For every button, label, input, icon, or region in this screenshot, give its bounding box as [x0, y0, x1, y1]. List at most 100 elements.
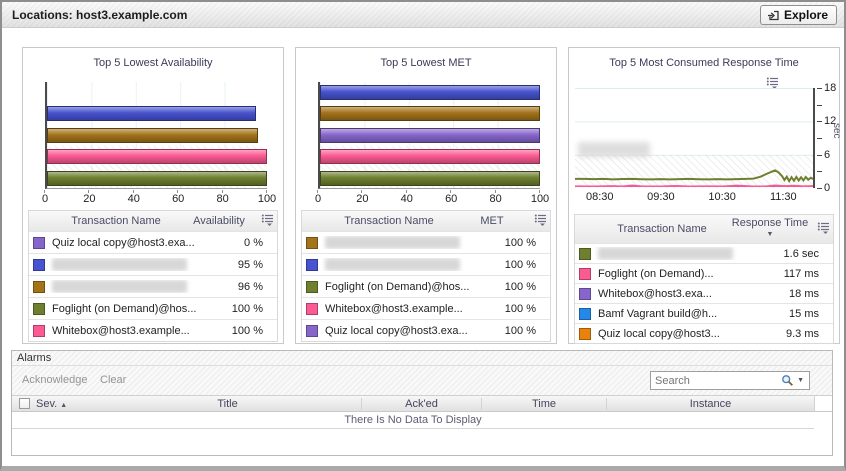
acked-column-header[interactable]: Ack'ed	[361, 397, 481, 410]
title-column-header[interactable]: Title	[217, 397, 238, 410]
redacted-text-blur	[52, 258, 188, 271]
chart-customizer-icon[interactable]	[766, 76, 779, 94]
table-row[interactable]: Quiz local copy@host3.exa... 0 %	[29, 231, 277, 253]
table-header-row: Transaction Name Response Time ▼	[575, 215, 833, 243]
bar[interactable]	[47, 127, 259, 143]
met-table: Transaction Name MET 100 % 100 % Foglight …	[301, 210, 551, 342]
table-customizer-icon[interactable]	[817, 222, 833, 237]
acknowledge-button[interactable]: Acknowledge	[22, 374, 88, 386]
x-axis-tick-label: 20	[356, 193, 369, 205]
response-time-header[interactable]: Response Time ▼	[729, 218, 817, 240]
table-row[interactable]: Whitebox@host3.example... 100 %	[29, 319, 277, 341]
table-row[interactable]: 95 %	[29, 253, 277, 275]
transaction-name-header[interactable]: Transaction Name	[344, 215, 434, 227]
table-row[interactable]: Foglight (on Demand)@hos... 100 %	[29, 297, 277, 319]
response-time-line-chart	[575, 88, 815, 188]
line-series[interactable]	[575, 88, 813, 188]
table-row[interactable]: Whitebox@host3.exa... 18 ms	[575, 283, 833, 303]
search-input[interactable]	[651, 374, 782, 387]
bar[interactable]	[320, 106, 540, 122]
met-header[interactable]: MET	[480, 215, 504, 227]
series-color-swatch	[579, 307, 591, 320]
bar[interactable]	[320, 170, 540, 186]
transaction-name-header[interactable]: Transaction Name	[617, 223, 707, 235]
table-row[interactable]: Quiz local copy@host3... 9.3 ms	[575, 323, 833, 343]
x-axis-tick-label: 11:30	[769, 191, 797, 203]
series-color-swatch	[306, 280, 318, 293]
y-axis-tick	[817, 88, 822, 89]
table-header-row: Transaction Name MET	[302, 211, 550, 231]
value-cell: 0 %	[244, 236, 263, 249]
bar[interactable]	[320, 85, 540, 100]
table-row[interactable]: Foglight (on Demand)... 117 ms	[575, 263, 833, 283]
panel-lowest-availability: Top 5 Lowest Availability 0 20 40 60 80 100 T…	[22, 47, 284, 344]
table-row[interactable]: Foglight (on Demand)@hos... 100 %	[302, 275, 550, 297]
transaction-name-cell: Quiz local copy@host3.exa...	[325, 324, 468, 337]
severity-column-header[interactable]: Sev. ▲	[36, 398, 94, 410]
search-options-caret-icon[interactable]: ▼	[797, 377, 804, 384]
met-bar-chart	[318, 82, 540, 189]
series-color-swatch	[33, 236, 45, 249]
value-cell: 9.3 ms	[785, 327, 819, 340]
panel-title: Top 5 Lowest Availability	[93, 57, 213, 69]
value-cell: 100 %	[504, 258, 536, 271]
x-axis-tick-label: 10:30	[708, 191, 736, 203]
redacted-line-blur	[578, 142, 650, 157]
swatch-cell	[29, 258, 49, 271]
table-customizer-icon[interactable]	[534, 214, 550, 229]
availability-header[interactable]: Availability	[193, 215, 245, 227]
series-color-swatch	[306, 236, 318, 249]
table-customizer-icon[interactable]	[261, 214, 277, 229]
x-axis-tick-label: 40	[400, 193, 413, 205]
line-chart-x-axis: 08:30 09:30 10:30 11:30	[575, 191, 815, 205]
table-row[interactable]: Quiz local copy@host3.exa... 100 %	[302, 319, 550, 341]
x-axis-tick	[132, 190, 134, 193]
value-cell: 100 %	[504, 280, 536, 293]
table-row[interactable]: 100 %	[302, 253, 550, 275]
series-line	[575, 184, 813, 188]
series-color-swatch	[33, 280, 45, 293]
table-row[interactable]: 1.6 sec	[575, 243, 833, 263]
select-all-checkbox[interactable]	[18, 398, 30, 409]
bar[interactable]	[47, 149, 267, 165]
table-row[interactable]: 100 %	[302, 231, 550, 253]
series-color-swatch	[579, 267, 591, 280]
transaction-name-cell	[595, 247, 745, 260]
swatch-cell	[302, 236, 322, 249]
table-row[interactable]: Bamf Vagrant build@h... 15 ms	[575, 303, 833, 323]
series-line	[575, 169, 813, 184]
transaction-name-cell: Foglight (on Demand)...	[598, 267, 714, 280]
alarms-title: Alarms	[12, 351, 832, 366]
series-color-swatch	[306, 324, 318, 337]
x-axis-tick-label: 0	[314, 193, 322, 205]
table-row[interactable]: 96 %	[29, 275, 277, 297]
bar[interactable]	[320, 149, 540, 165]
transaction-name-cell: Whitebox@host3.exa...	[598, 287, 712, 300]
panel-title: Top 5 Most Consumed Response Time	[609, 57, 799, 69]
table-row[interactable]: Whitebox@host3.example... 100 %	[302, 297, 550, 319]
swatch-cell	[302, 324, 322, 337]
series-color-swatch	[33, 302, 45, 315]
bar[interactable]	[320, 127, 540, 143]
panel-title: Top 5 Lowest MET	[380, 57, 472, 69]
series-color-swatch	[306, 302, 318, 315]
value-cell: 1.6 sec	[783, 247, 819, 260]
explore-button[interactable]: Explore	[759, 5, 837, 25]
transaction-name-cell	[322, 236, 472, 249]
instance-column-header[interactable]: Instance	[606, 397, 814, 410]
redacted-text-blur	[52, 280, 188, 293]
transaction-name-cell: Whitebox@host3.example...	[325, 302, 463, 315]
time-column-header[interactable]: Time	[481, 397, 606, 410]
search-icon[interactable]	[781, 374, 794, 387]
bar[interactable]	[47, 106, 256, 122]
x-axis-tick-label: 60	[445, 193, 458, 205]
no-data-message: There Is No Data To Display	[12, 412, 814, 429]
clear-button[interactable]: Clear	[100, 374, 127, 386]
sort-desc-icon: ▼	[766, 231, 774, 238]
swatch-cell	[575, 307, 595, 320]
bar[interactable]	[47, 170, 267, 186]
explore-icon	[767, 10, 779, 20]
x-axis-tick	[450, 190, 452, 193]
x-axis-tick-label: 80	[489, 193, 502, 205]
transaction-name-header[interactable]: Transaction Name	[71, 215, 161, 227]
